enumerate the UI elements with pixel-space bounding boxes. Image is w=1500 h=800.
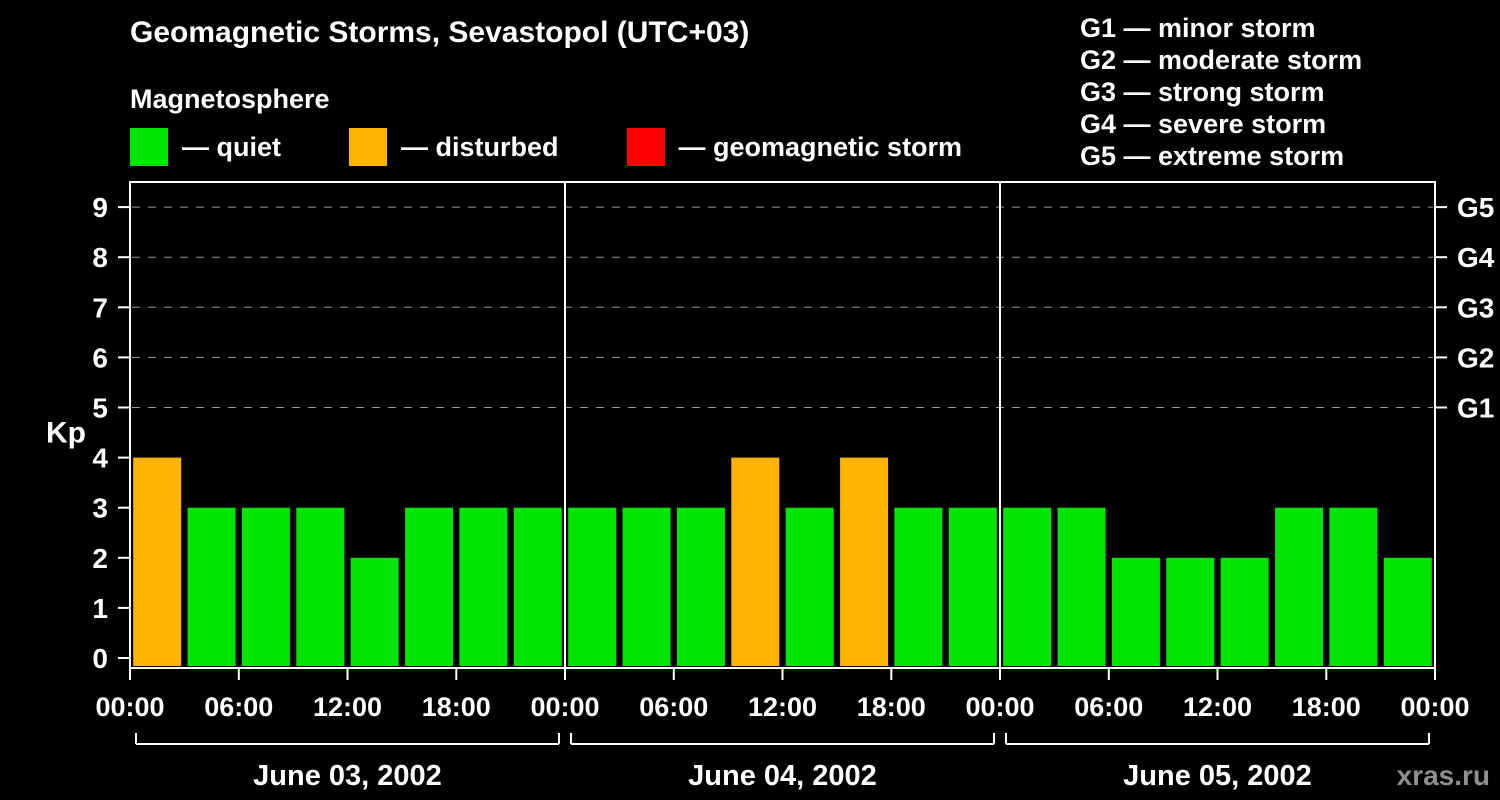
x-tick-label: 12:00 (313, 692, 382, 722)
x-tick-label: 00:00 (1400, 692, 1469, 722)
x-tick-label: 18:00 (857, 692, 926, 722)
x-tick-label: 06:00 (204, 692, 273, 722)
x-tick-label: 18:00 (1292, 692, 1361, 722)
x-tick-label: 00:00 (95, 692, 164, 722)
y-tick-label: 0 (92, 643, 108, 674)
g-scale-axis-label: G3 (1457, 292, 1494, 323)
kp-bar (1057, 507, 1106, 666)
storm-scale-g5: G5 — extreme storm (1080, 141, 1345, 171)
date-label: June 05, 2002 (1123, 760, 1312, 792)
kp-bar (1166, 557, 1215, 666)
y-tick-label: 3 (92, 493, 108, 524)
kp-bar (948, 507, 997, 666)
kp-bar (568, 507, 617, 666)
y-axis-title: Kp (46, 417, 86, 450)
magnetosphere-label: Magnetosphere (130, 84, 330, 114)
kp-bar (785, 507, 834, 666)
y-tick-label: 9 (92, 192, 108, 223)
storm-scale-g3: G3 — strong storm (1080, 77, 1325, 107)
y-tick-label: 2 (92, 543, 108, 574)
legend-item-quiet: — quiet (130, 128, 281, 166)
disturbed-color-swatch (349, 128, 387, 166)
kp-bar (350, 557, 399, 666)
x-tick-label: 00:00 (965, 692, 1034, 722)
legend-label-quiet: — quiet (182, 131, 281, 162)
x-tick-label: 06:00 (639, 692, 708, 722)
x-tick-label: 00:00 (530, 692, 599, 722)
kp-legend: — quiet — disturbed — geomagnetic storm (130, 128, 962, 166)
y-tick-label: 5 (92, 393, 108, 424)
y-tick-label: 8 (92, 242, 108, 273)
kp-bar (1220, 557, 1269, 666)
kp-bar (296, 507, 345, 666)
kp-bar (241, 507, 290, 666)
kp-bar (133, 457, 182, 666)
storm-scale-g1: G1 — minor storm (1080, 13, 1316, 43)
kp-bar (405, 507, 454, 666)
kp-bar (894, 507, 943, 666)
y-tick-label: 1 (92, 593, 108, 624)
storm-color-swatch (626, 128, 665, 166)
kp-bar (513, 507, 562, 666)
legend-label-disturbed: — disturbed (401, 131, 559, 162)
x-tick-label: 06:00 (1074, 692, 1143, 722)
legend-label-storm: — geomagnetic storm (678, 131, 963, 162)
kp-bar (1003, 507, 1052, 666)
legend-item-disturbed: — disturbed (349, 128, 559, 166)
date-label: June 04, 2002 (688, 760, 877, 792)
page-title: Geomagnetic Storms, Sevastopol (UTC+03) (130, 16, 750, 49)
y-tick-label: 6 (92, 342, 108, 373)
kp-bar (840, 457, 889, 666)
kp-bar (731, 457, 780, 666)
date-label: June 03, 2002 (253, 760, 442, 792)
kp-bar (676, 507, 725, 666)
x-tick-label: 12:00 (1183, 692, 1252, 722)
watermark: xras.ru (1396, 760, 1490, 791)
kp-bar (459, 507, 508, 666)
g-scale-axis-label: G4 (1457, 242, 1495, 273)
x-tick-label: 18:00 (422, 692, 491, 722)
y-tick-label: 4 (92, 443, 108, 474)
storm-scale-legend: G1 — minor storm G2 — moderate storm G3 … (1080, 12, 1362, 172)
g-scale-axis-label: G1 (1457, 393, 1494, 424)
g-scale-axis-label: G2 (1457, 342, 1494, 373)
kp-bar (1383, 557, 1432, 666)
x-tick-label: 12:00 (748, 692, 817, 722)
legend-item-storm: — geomagnetic storm (626, 128, 963, 166)
quiet-color-swatch (130, 128, 168, 166)
kp-bar (187, 507, 236, 666)
kp-bar (1329, 507, 1378, 666)
kp-bar (1111, 557, 1160, 666)
kp-bar (1275, 507, 1324, 666)
storm-scale-g4: G4 — severe storm (1080, 109, 1327, 139)
storm-scale-g2: G2 — moderate storm (1080, 45, 1363, 75)
g-scale-axis-label: G5 (1457, 192, 1494, 223)
y-tick-label: 7 (92, 292, 108, 323)
kp-bar (622, 507, 671, 666)
